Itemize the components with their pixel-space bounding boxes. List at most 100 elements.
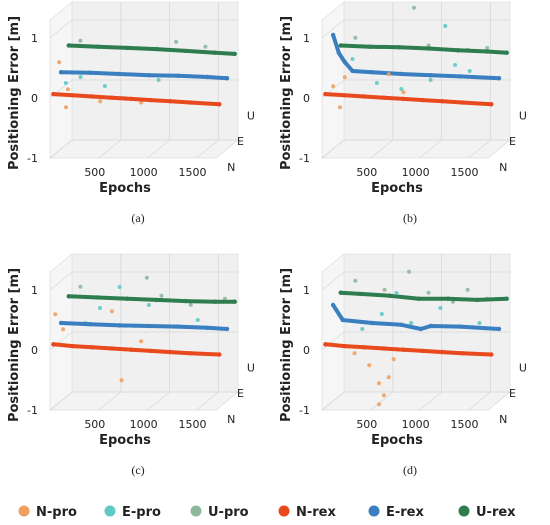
point-n_rex-7 bbox=[459, 100, 465, 105]
point-u_pro-0 bbox=[353, 278, 358, 283]
z-tick-label-1: 0 bbox=[31, 344, 38, 357]
point-e_pro-1 bbox=[78, 75, 83, 79]
legend-label-u_rex: U-rex bbox=[476, 505, 516, 520]
point-u_rex-6 bbox=[504, 50, 509, 55]
point-n_rex-6 bbox=[168, 349, 173, 355]
point-u_rex-4 bbox=[455, 48, 461, 53]
point-e_rex-3 bbox=[146, 323, 152, 329]
point-e_rex-4 bbox=[369, 70, 375, 75]
point-e_rex-7 bbox=[496, 326, 502, 332]
x-tick-label-1: 1000 bbox=[130, 166, 158, 179]
z-tick-label-0: -1 bbox=[299, 152, 310, 165]
grid-floor-x-0 bbox=[98, 391, 122, 411]
grid-side-z-0 bbox=[49, 391, 73, 411]
point-e_pro-2 bbox=[117, 285, 122, 289]
point-n_rex-2 bbox=[90, 345, 95, 350]
point-u_pro-1 bbox=[411, 5, 416, 10]
y-tick-label-0: N bbox=[499, 161, 507, 174]
y-tick-label-0: N bbox=[227, 161, 235, 174]
point-n_pro-3 bbox=[381, 393, 386, 398]
z-tick-label-2: 1 bbox=[303, 32, 310, 45]
point-u_rex-4 bbox=[183, 48, 189, 54]
point-n_rex-1 bbox=[342, 93, 348, 98]
legend-label-u_pro: U-pro bbox=[208, 505, 249, 520]
point-n_pro-3 bbox=[386, 72, 391, 77]
x-tick-label-0: 500 bbox=[84, 166, 105, 179]
grid-floor-x-1 bbox=[419, 139, 442, 159]
point-u_pro-4 bbox=[222, 296, 227, 301]
grid-floor-x-1 bbox=[147, 139, 170, 159]
series-e_pro bbox=[350, 24, 472, 91]
point-e_rex-5 bbox=[205, 74, 210, 80]
point-n_rex-3 bbox=[109, 95, 115, 100]
point-e_rex-2 bbox=[117, 323, 122, 328]
point-n_rex-6 bbox=[168, 99, 173, 104]
grid-floor-x-0 bbox=[98, 139, 122, 159]
z-tick-label-1: 0 bbox=[31, 92, 38, 105]
point-u_pro-3 bbox=[203, 44, 208, 49]
point-e_rex-1 bbox=[88, 70, 93, 76]
grid-floor-x-2 bbox=[196, 139, 219, 159]
point-n_pro-4 bbox=[401, 90, 406, 95]
legend-item-u_rex: U-rex bbox=[458, 505, 516, 520]
point-n_rex-2 bbox=[90, 94, 95, 99]
point-e_rex-5 bbox=[399, 71, 404, 77]
point-u_rex-2 bbox=[387, 293, 392, 298]
grid-floor-x-0 bbox=[370, 391, 394, 411]
point-e_rex-3 bbox=[146, 73, 152, 78]
point-u_rex-5 bbox=[212, 50, 218, 55]
point-n_rex-8 bbox=[217, 352, 222, 357]
grid-side-z-2 bbox=[321, 19, 345, 39]
point-e_pro-6 bbox=[467, 69, 472, 73]
legend-marker-e_rex bbox=[368, 505, 380, 517]
y-tick-label-1: E bbox=[509, 135, 516, 148]
side-wall bbox=[49, 253, 73, 411]
legend-label-e_rex: E-rex bbox=[386, 505, 425, 520]
z-tick-label-1: 0 bbox=[303, 344, 310, 357]
series-e_rex bbox=[330, 302, 502, 332]
point-n_pro-1 bbox=[367, 363, 372, 368]
point-n_rex-6 bbox=[440, 99, 445, 104]
series-e_rex bbox=[330, 32, 502, 81]
subfigure-label: (b) bbox=[403, 211, 417, 225]
point-n_pro-0 bbox=[352, 351, 357, 356]
point-n_rex-4 bbox=[401, 347, 406, 352]
floor bbox=[48, 139, 240, 159]
point-u_rex-6 bbox=[232, 299, 237, 304]
y-tick-label-2: U bbox=[247, 361, 255, 374]
point-e_rex-1 bbox=[340, 317, 345, 323]
point-e_pro-3 bbox=[428, 78, 433, 82]
point-e_rex-1 bbox=[88, 322, 93, 327]
point-u_pro-2 bbox=[174, 39, 179, 44]
grid-floor-x-0 bbox=[370, 139, 394, 159]
point-u_rex-3 bbox=[416, 296, 422, 301]
point-u_rex-3 bbox=[154, 297, 159, 303]
series-n_pro bbox=[352, 351, 396, 407]
y-tick-label-1: E bbox=[237, 387, 244, 400]
series-n_rex bbox=[323, 91, 494, 107]
point-u_rex-1 bbox=[95, 44, 101, 49]
point-e_pro-1 bbox=[98, 306, 103, 310]
point-n_rex-5 bbox=[420, 348, 426, 354]
legend-item-u_pro: U-pro bbox=[190, 505, 249, 520]
legend-item-e_pro: E-pro bbox=[104, 505, 161, 520]
z-axis-label: Positioning Error [m] bbox=[279, 268, 294, 422]
point-e_rex-8 bbox=[496, 76, 502, 81]
point-e_pro-2 bbox=[399, 87, 404, 91]
legend-marker-n_rex bbox=[278, 505, 290, 517]
point-e_pro-5 bbox=[453, 63, 458, 67]
floor bbox=[320, 391, 512, 411]
point-e_rex-2 bbox=[117, 71, 122, 77]
grid-floor-x-1 bbox=[147, 391, 170, 411]
point-e_rex-3 bbox=[350, 68, 355, 74]
point-n_pro-2 bbox=[65, 87, 70, 92]
point-n_rex-0 bbox=[323, 342, 328, 347]
point-n_rex-7 bbox=[459, 351, 465, 356]
point-u_rex-0 bbox=[66, 43, 71, 48]
legend-marker-u_pro bbox=[190, 505, 202, 517]
point-u_pro-5 bbox=[465, 287, 470, 292]
point-e_rex-0 bbox=[58, 70, 64, 75]
